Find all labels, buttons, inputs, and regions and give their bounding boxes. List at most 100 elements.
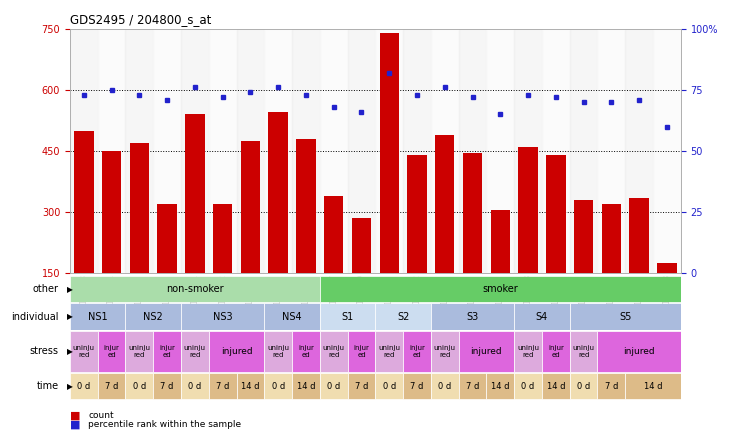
Bar: [347, 373, 375, 400]
Bar: [431, 331, 459, 372]
Text: 14 d: 14 d: [297, 382, 315, 391]
Bar: [70, 276, 320, 302]
Bar: [125, 331, 153, 372]
Bar: [320, 276, 681, 302]
Bar: [130, 143, 149, 273]
Bar: [435, 135, 455, 273]
Bar: [153, 29, 181, 273]
Text: 7 d: 7 d: [411, 382, 424, 391]
Text: injured: injured: [623, 347, 655, 356]
Bar: [514, 29, 542, 273]
Bar: [209, 29, 236, 273]
Bar: [320, 331, 347, 372]
Bar: [269, 112, 288, 273]
Text: NS2: NS2: [144, 312, 163, 321]
Text: 14 d: 14 d: [547, 382, 565, 391]
Bar: [181, 303, 264, 330]
Bar: [70, 29, 98, 273]
Bar: [153, 373, 181, 400]
Text: 14 d: 14 d: [241, 382, 260, 391]
Text: uninju
red: uninju red: [434, 345, 456, 358]
Text: uninju
red: uninju red: [128, 345, 150, 358]
Bar: [514, 331, 542, 372]
Text: injur
ed: injur ed: [409, 345, 425, 358]
Text: 0 d: 0 d: [132, 382, 146, 391]
Bar: [491, 210, 510, 273]
Text: NS3: NS3: [213, 312, 233, 321]
Text: injur
ed: injur ed: [104, 345, 119, 358]
Text: GDS2495 / 204800_s_at: GDS2495 / 204800_s_at: [70, 13, 211, 26]
Bar: [292, 373, 320, 400]
Bar: [463, 153, 482, 273]
Bar: [125, 303, 181, 330]
Bar: [542, 373, 570, 400]
Bar: [542, 331, 570, 372]
Text: injur
ed: injur ed: [159, 345, 175, 358]
Text: S2: S2: [397, 312, 409, 321]
Bar: [320, 29, 347, 273]
Bar: [264, 303, 320, 330]
Bar: [653, 29, 681, 273]
Bar: [403, 29, 431, 273]
Bar: [320, 373, 347, 400]
Text: injur
ed: injur ed: [548, 345, 564, 358]
Bar: [542, 29, 570, 273]
Bar: [375, 29, 403, 273]
Bar: [264, 331, 292, 372]
Bar: [209, 331, 264, 372]
Text: S4: S4: [536, 312, 548, 321]
Bar: [213, 204, 233, 273]
Text: S1: S1: [342, 312, 354, 321]
Text: S5: S5: [619, 312, 631, 321]
Bar: [626, 29, 653, 273]
Text: uninju
red: uninju red: [378, 345, 400, 358]
Bar: [431, 303, 514, 330]
Bar: [486, 373, 514, 400]
Bar: [375, 373, 403, 400]
Text: 0 d: 0 d: [438, 382, 451, 391]
Text: 7 d: 7 d: [466, 382, 479, 391]
Bar: [380, 33, 399, 273]
Bar: [570, 29, 598, 273]
Bar: [570, 373, 598, 400]
Text: 7 d: 7 d: [355, 382, 368, 391]
Bar: [70, 331, 98, 372]
Bar: [431, 29, 459, 273]
Bar: [403, 331, 431, 372]
Bar: [209, 373, 236, 400]
Bar: [292, 29, 320, 273]
Text: uninju
red: uninju red: [573, 345, 595, 358]
Text: non-smoker: non-smoker: [166, 284, 224, 294]
Bar: [158, 204, 177, 273]
Text: ▶: ▶: [67, 382, 73, 391]
Bar: [598, 29, 626, 273]
Text: count: count: [88, 411, 114, 420]
Bar: [375, 331, 403, 372]
Text: stress: stress: [30, 346, 59, 357]
Bar: [181, 331, 209, 372]
Bar: [125, 373, 153, 400]
Bar: [459, 29, 486, 273]
Text: injur
ed: injur ed: [298, 345, 314, 358]
Text: ▶: ▶: [67, 312, 73, 321]
Bar: [74, 131, 93, 273]
Text: uninju
red: uninju red: [73, 345, 95, 358]
Bar: [70, 373, 98, 400]
Text: injured: injured: [221, 347, 252, 356]
Text: ▶: ▶: [67, 285, 73, 293]
Text: 7 d: 7 d: [605, 382, 618, 391]
Bar: [320, 303, 375, 330]
Bar: [98, 373, 125, 400]
Bar: [70, 303, 125, 330]
Bar: [459, 331, 514, 372]
Text: 14 d: 14 d: [644, 382, 662, 391]
Bar: [546, 155, 565, 273]
Text: 0 d: 0 d: [77, 382, 91, 391]
Bar: [407, 155, 427, 273]
Text: 7 d: 7 d: [216, 382, 230, 391]
Text: time: time: [37, 381, 59, 391]
Bar: [352, 218, 371, 273]
Bar: [102, 151, 121, 273]
Text: 14 d: 14 d: [491, 382, 509, 391]
Text: 0 d: 0 d: [188, 382, 202, 391]
